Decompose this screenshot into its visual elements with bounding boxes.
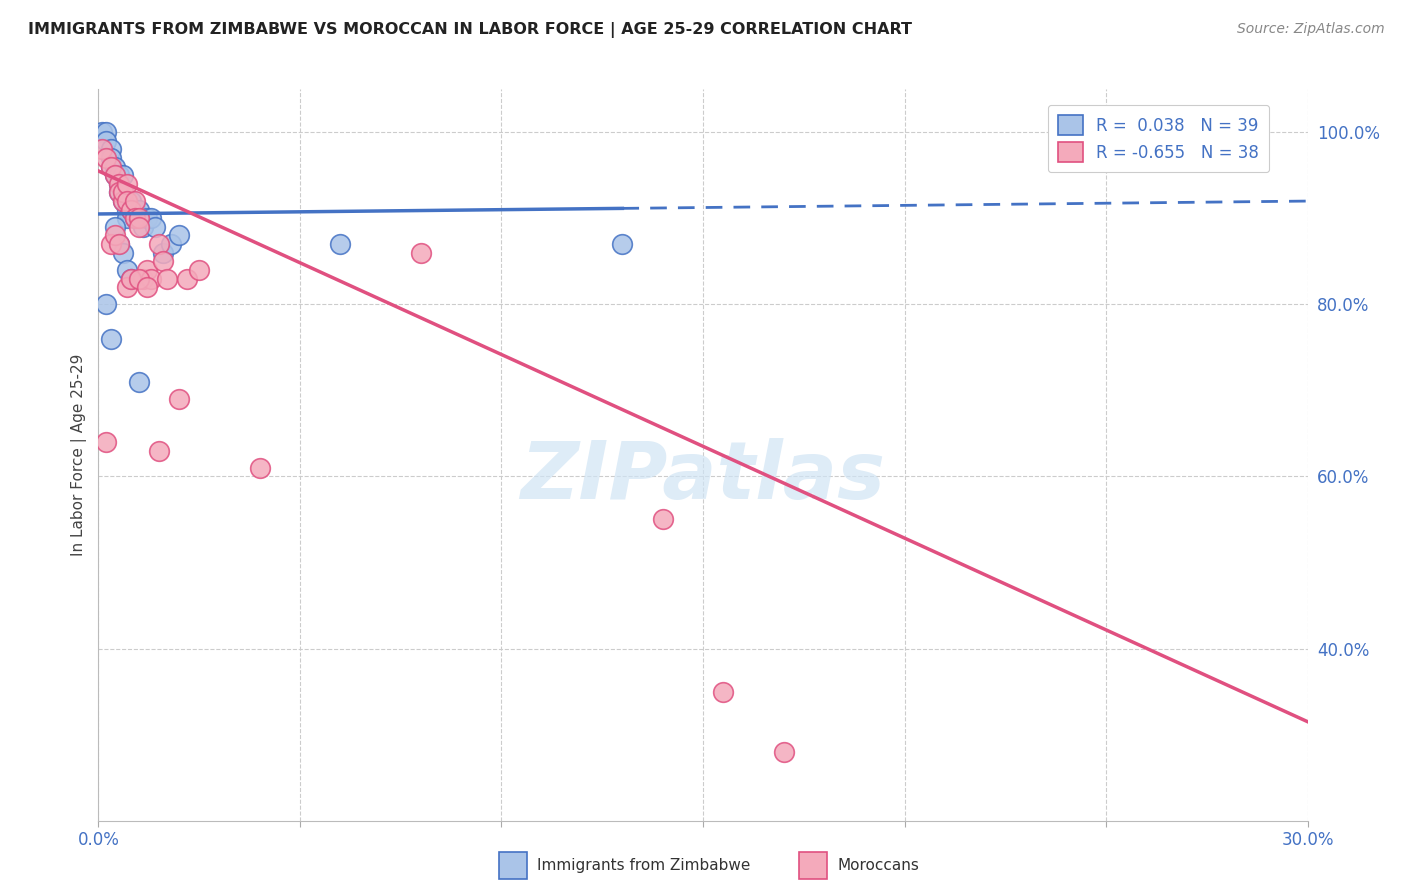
Bar	[499, 852, 527, 879]
Point	[128, 375, 150, 389]
Point	[115, 280, 138, 294]
Point	[111, 194, 134, 208]
Text: Source: ZipAtlas.com: Source: ZipAtlas.com	[1237, 22, 1385, 37]
Point	[329, 237, 352, 252]
Point	[132, 219, 155, 234]
Point	[111, 245, 134, 260]
Point	[120, 194, 142, 208]
Point	[143, 219, 166, 234]
Legend: R =  0.038   N = 39, R = -0.655   N = 38: R = 0.038 N = 39, R = -0.655 N = 38	[1047, 105, 1270, 172]
Point	[107, 177, 129, 191]
Point	[96, 297, 118, 311]
Point	[100, 143, 122, 157]
Point	[135, 211, 157, 226]
Point	[152, 254, 174, 268]
Point	[103, 168, 125, 182]
Text: Immigrants from Zimbabwe: Immigrants from Zimbabwe	[537, 858, 751, 872]
Point	[124, 211, 146, 226]
Point	[91, 125, 114, 139]
Point	[128, 219, 150, 234]
Point	[96, 134, 118, 148]
Point	[124, 202, 146, 217]
Point	[167, 228, 190, 243]
Point	[100, 160, 122, 174]
Text: Moroccans: Moroccans	[838, 858, 920, 872]
Point	[107, 186, 129, 200]
Point	[135, 280, 157, 294]
Point	[148, 443, 170, 458]
Point	[135, 263, 157, 277]
Point	[103, 168, 125, 182]
Y-axis label: In Labor Force | Age 25-29: In Labor Force | Age 25-29	[72, 354, 87, 556]
Text: ZIPatlas: ZIPatlas	[520, 438, 886, 516]
Point	[120, 271, 142, 285]
Point	[100, 237, 122, 252]
Point	[772, 745, 794, 759]
Point	[107, 237, 129, 252]
Point	[115, 194, 138, 208]
Point	[107, 168, 129, 182]
Text: IMMIGRANTS FROM ZIMBABWE VS MOROCCAN IN LABOR FORCE | AGE 25-29 CORRELATION CHAR: IMMIGRANTS FROM ZIMBABWE VS MOROCCAN IN …	[28, 22, 912, 38]
Point	[160, 237, 183, 252]
Point	[409, 245, 432, 260]
Point	[120, 271, 142, 285]
Bar	[799, 852, 827, 879]
Point	[96, 125, 118, 139]
Point	[103, 219, 125, 234]
Point	[120, 202, 142, 217]
Point	[128, 211, 150, 226]
Point	[103, 160, 125, 174]
Point	[128, 211, 150, 226]
Point	[167, 392, 190, 406]
Point	[156, 271, 179, 285]
Point	[115, 202, 138, 217]
Point	[651, 512, 673, 526]
Point	[111, 186, 134, 200]
Point	[128, 202, 150, 217]
Point	[115, 177, 138, 191]
Point	[139, 211, 162, 226]
Point	[612, 237, 634, 252]
Point	[124, 211, 146, 226]
Point	[100, 151, 122, 165]
Point	[249, 460, 271, 475]
Point	[111, 168, 134, 182]
Point	[148, 237, 170, 252]
Point	[100, 332, 122, 346]
Point	[128, 271, 150, 285]
Point	[188, 263, 211, 277]
Point	[107, 186, 129, 200]
Point	[103, 228, 125, 243]
Point	[107, 177, 129, 191]
Point	[176, 271, 198, 285]
Point	[115, 211, 138, 226]
Point	[91, 143, 114, 157]
Point	[96, 151, 118, 165]
Point	[111, 186, 134, 200]
Point	[152, 245, 174, 260]
Point	[711, 684, 734, 698]
Point	[111, 194, 134, 208]
Point	[132, 271, 155, 285]
Point	[100, 160, 122, 174]
Point	[96, 435, 118, 450]
Point	[139, 271, 162, 285]
Point	[124, 194, 146, 208]
Point	[115, 263, 138, 277]
Point	[120, 202, 142, 217]
Point	[107, 237, 129, 252]
